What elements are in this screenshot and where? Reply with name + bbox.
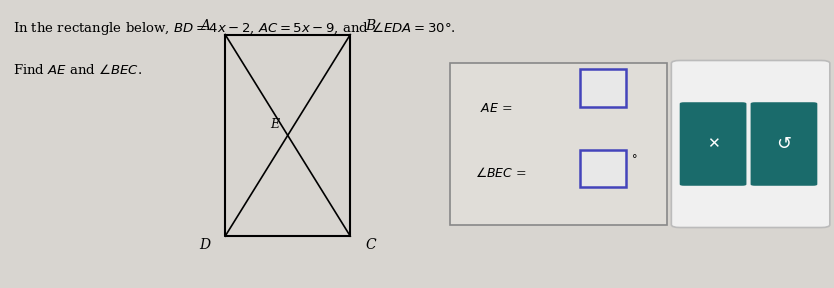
Text: $\angle BEC$ =: $\angle BEC$ =: [475, 166, 526, 180]
FancyBboxPatch shape: [450, 63, 667, 225]
Text: $AE$ =: $AE$ =: [480, 102, 512, 115]
Text: °: °: [632, 154, 638, 164]
Text: ↺: ↺: [776, 135, 791, 153]
Text: D: D: [199, 238, 210, 252]
FancyBboxPatch shape: [580, 69, 626, 107]
Text: C: C: [365, 238, 376, 252]
Text: ✕: ✕: [706, 137, 720, 151]
Text: Find $AE$ and $\angle BEC$.: Find $AE$ and $\angle BEC$.: [13, 63, 142, 77]
FancyBboxPatch shape: [751, 102, 817, 186]
Text: In the rectangle below, $BD=4x-2$, $AC=5x-9$, and $\angle EDA=30°$.: In the rectangle below, $BD=4x-2$, $AC=5…: [13, 20, 455, 37]
Text: E: E: [270, 118, 279, 131]
FancyBboxPatch shape: [580, 150, 626, 187]
Text: A: A: [200, 19, 210, 33]
FancyBboxPatch shape: [680, 102, 746, 186]
FancyBboxPatch shape: [671, 60, 830, 228]
Text: B: B: [365, 19, 375, 33]
